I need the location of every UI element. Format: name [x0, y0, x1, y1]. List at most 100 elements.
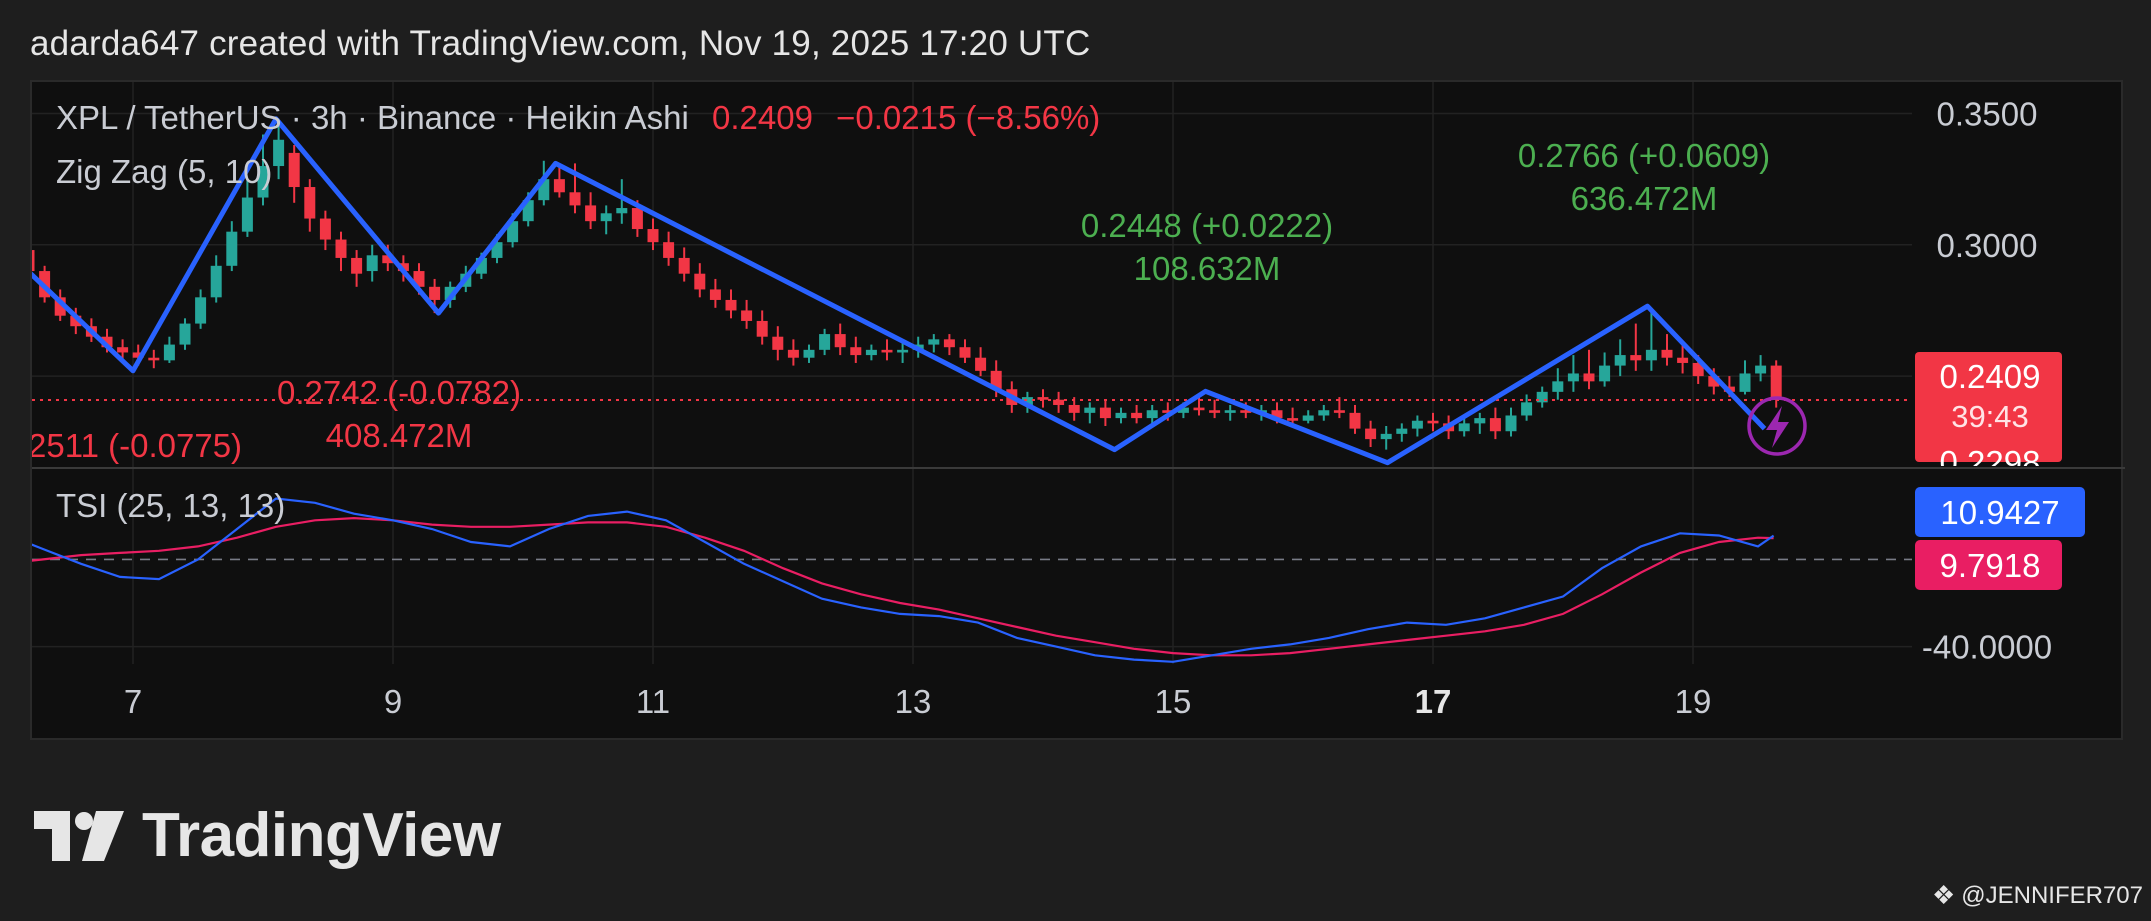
current-price-badge-bg	[1915, 352, 2062, 462]
time-tick-label: 19	[1675, 683, 1712, 720]
candle-body	[148, 357, 160, 361]
candle-body	[1333, 410, 1345, 413]
candle-body	[850, 347, 862, 356]
candle-body	[1115, 412, 1127, 419]
candle-body	[881, 349, 893, 353]
candle-body	[647, 229, 659, 243]
candle-body	[834, 334, 846, 348]
candle-body	[54, 297, 66, 316]
candle-body	[600, 213, 612, 222]
candle-body	[1193, 407, 1205, 411]
candle-body	[959, 347, 971, 358]
candle-body	[990, 370, 1002, 390]
candle-body	[117, 347, 129, 353]
signal-value-badge: 9.7918	[1915, 540, 2062, 590]
candle-body	[1770, 365, 1782, 400]
candle-body	[1349, 412, 1361, 429]
candle-body	[1411, 420, 1423, 429]
candle-body	[288, 152, 300, 188]
candle-body	[538, 179, 550, 201]
time-tick-label: 17	[1415, 683, 1452, 720]
candle-body	[1567, 373, 1579, 382]
candle-body	[335, 239, 347, 258]
candle-body	[1037, 397, 1049, 400]
candle-body	[1365, 428, 1377, 440]
signal-value-label: 9.7918	[1940, 547, 2041, 584]
candle-body	[1162, 410, 1174, 413]
candle-body	[1614, 355, 1626, 366]
tradingview-logo[interactable]: TradingView	[34, 800, 501, 871]
candle-body	[678, 257, 690, 274]
candle-body	[226, 231, 238, 266]
candle-body	[1583, 373, 1595, 382]
candle-body	[351, 257, 363, 274]
candle-body	[257, 166, 269, 198]
candle-body	[1053, 399, 1065, 405]
candle-body	[1692, 362, 1704, 377]
candle-body	[491, 242, 503, 258]
candle-body	[1521, 402, 1533, 416]
candle-body	[179, 323, 191, 345]
tsi-line	[32, 497, 1775, 663]
candle-body	[975, 357, 987, 371]
chart-grid	[32, 82, 1912, 664]
candle-body	[803, 349, 815, 358]
candle-body	[756, 320, 768, 337]
candle-body	[725, 299, 737, 311]
candle-body	[382, 255, 394, 264]
candle-body	[585, 205, 597, 222]
annotation-low-1-line2: 408.472M	[326, 417, 473, 454]
candle-body	[429, 286, 441, 300]
time-tick-label: 11	[636, 683, 670, 720]
legend-symbol: XPL / TetherUS · 3h · Binance · Heikin A…	[56, 99, 689, 136]
annotation-low-1-line1: 0.2742 (-0.0782)	[277, 374, 521, 411]
candle-body	[70, 315, 82, 327]
candle-body	[1287, 418, 1299, 421]
candle-body	[1177, 407, 1189, 413]
candle-body	[709, 289, 721, 300]
lightning-alert-icon[interactable]	[1747, 396, 1807, 456]
candle-body	[1755, 365, 1767, 374]
tsi-signal-line	[32, 516, 1774, 657]
candle-body	[1209, 410, 1221, 413]
candle-body	[663, 242, 675, 258]
candle-body	[1645, 349, 1657, 361]
candle-body	[569, 192, 581, 206]
candle-body	[1677, 357, 1689, 363]
candle-body	[1474, 418, 1486, 424]
candle-body	[865, 349, 877, 356]
tradingview-logo-icon	[34, 810, 124, 861]
candle-body	[631, 208, 643, 230]
candle-body	[1021, 397, 1033, 405]
candle-body	[1131, 412, 1143, 419]
legend-last-price: 0.2409	[712, 99, 813, 136]
candle-body	[132, 352, 144, 358]
candle-body	[32, 250, 35, 272]
watermark: ❖ @JENNIFER707	[1932, 880, 2143, 911]
chart-canvas[interactable]: XPL / TetherUS · 3h · Binance · Heikin A…	[32, 82, 2125, 742]
candle-body	[1271, 410, 1283, 419]
svg-text:XPL / TetherUS · 3h · Binance: XPL / TetherUS · 3h · Binance · Heikin A…	[56, 99, 1100, 136]
tradingview-logo-text: TradingView	[142, 801, 501, 870]
annotation-low-0-line1: 2511 (-0.0775)	[32, 427, 242, 464]
candle-body	[1240, 410, 1252, 413]
current-price-badge: 0.2409 39:43 0.2298	[1915, 352, 2062, 466]
candle-body	[1380, 433, 1392, 440]
candle-body	[1427, 420, 1439, 424]
candle-body	[1084, 407, 1096, 413]
candle-body	[1536, 391, 1548, 403]
price-tick-label: 0.3500	[1937, 96, 2038, 133]
candle-body	[1318, 410, 1330, 416]
candle-body	[1458, 423, 1470, 432]
chart-frame[interactable]: XPL / TetherUS · 3h · Binance · Heikin A…	[30, 80, 2125, 742]
candle-body	[1505, 415, 1517, 432]
candle-body	[1099, 407, 1111, 419]
candle-body	[101, 336, 113, 348]
candle-body	[897, 349, 909, 353]
time-tick-label: 7	[124, 683, 142, 720]
annotation-high-1-line1: 0.2448 (+0.0222)	[1081, 207, 1333, 244]
candle-body	[1708, 376, 1720, 387]
candle-body	[928, 339, 940, 345]
candle-body	[195, 297, 207, 324]
price-tick-label: 0.3000	[1937, 227, 2038, 264]
